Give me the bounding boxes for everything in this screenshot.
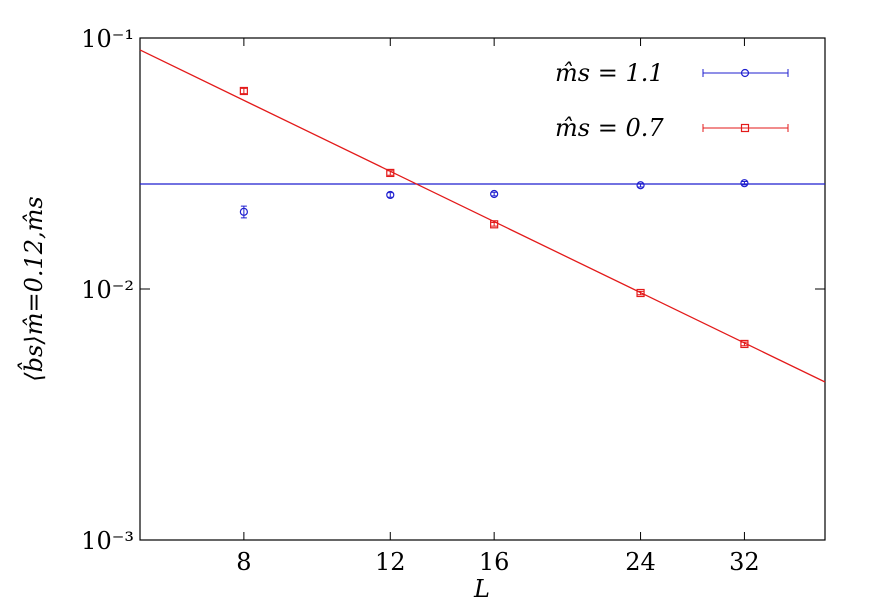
marker [636,288,645,298]
x-tick-label: 12 [375,548,406,576]
legend-line [702,124,789,132]
fit-line [139,49,826,383]
x-tick-label: 32 [729,548,760,576]
error-bar [387,192,394,198]
marker [239,86,248,96]
error-bar [741,341,748,347]
plot-frame [139,37,826,541]
y-tick-label: 10⁻¹ [81,25,134,53]
y-tick-label: 10⁻³ [81,527,134,555]
legend-label: m̂s = 0.7 [555,114,664,142]
error-bar [387,170,394,176]
y-tick-label: 10⁻² [81,276,134,304]
legend-label: m̂s = 1.1 [555,59,664,87]
x-tick-label: 8 [236,548,251,576]
error-bar [491,191,498,197]
marker [490,220,499,229]
marker [386,168,395,178]
error-bar [491,222,498,227]
legend-line [702,69,789,77]
marker [239,207,248,216]
y-axis-label: ⟨b̂s⟩m̂=0.12,m̂s [17,196,48,381]
marker [740,339,749,349]
x-tick-label: 24 [625,548,656,576]
error-bar [741,181,748,186]
legend-marker [740,68,750,78]
marker [636,181,645,190]
x-tick-label: 16 [479,548,510,576]
error-bar [637,290,644,296]
x-axis-label: L [473,575,490,603]
marker [740,179,749,188]
marker [386,190,395,200]
marker [490,189,499,199]
legend-marker [740,123,750,133]
error-bar [240,87,247,95]
error-bar [637,183,644,188]
